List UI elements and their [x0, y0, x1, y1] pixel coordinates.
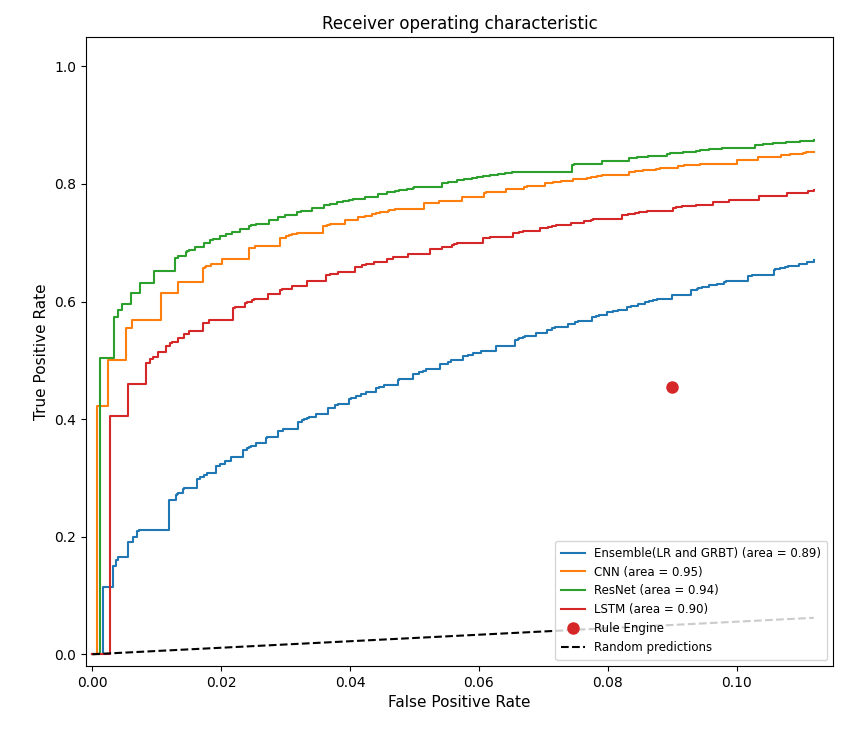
- CNN (area = 0.95): [643, 165, 654, 174]
- Line: ResNet (area = 0.94): ResNet (area = 0.94): [93, 140, 814, 654]
- Ensemble(LR and GRBT) (area = 0.89): [88, 650, 98, 659]
- LSTM (area = 0.90): [437, 245, 448, 254]
- Ensemble(LR and GRBT) (area = 0.89): [809, 256, 819, 265]
- LSTM (area = 0.90): [620, 211, 631, 220]
- ResNet (area = 0.94): [809, 135, 819, 144]
- LSTM (area = 0.90): [588, 215, 598, 224]
- ResNet (area = 0.94): [182, 246, 192, 255]
- CNN (area = 0.95): [809, 147, 819, 156]
- ResNet (area = 0.94): [190, 243, 200, 252]
- ResNet (area = 0.94): [332, 198, 342, 207]
- CNN (area = 0.95): [539, 182, 550, 191]
- LSTM (area = 0.90): [455, 238, 466, 247]
- CNN (area = 0.95): [630, 166, 640, 175]
- Ensemble(LR and GRBT) (area = 0.89): [251, 442, 261, 451]
- Line: LSTM (area = 0.90): LSTM (area = 0.90): [93, 190, 814, 654]
- Title: Receiver operating characteristic: Receiver operating characteristic: [321, 15, 598, 33]
- LSTM (area = 0.90): [332, 269, 343, 278]
- LSTM (area = 0.90): [809, 186, 819, 195]
- ResNet (area = 0.94): [275, 213, 285, 222]
- Y-axis label: True Positive Rate: True Positive Rate: [34, 283, 49, 420]
- Ensemble(LR and GRBT) (area = 0.89): [721, 277, 731, 286]
- LSTM (area = 0.90): [678, 202, 688, 211]
- LSTM (area = 0.90): [88, 650, 98, 659]
- ResNet (area = 0.94): [88, 650, 98, 659]
- CNN (area = 0.95): [758, 152, 768, 161]
- Ensemble(LR and GRBT) (area = 0.89): [602, 308, 612, 317]
- CNN (area = 0.95): [390, 206, 400, 215]
- Ensemble(LR and GRBT) (area = 0.89): [417, 366, 428, 375]
- Line: Ensemble(LR and GRBT) (area = 0.89): Ensemble(LR and GRBT) (area = 0.89): [93, 260, 814, 654]
- CNN (area = 0.95): [556, 177, 566, 186]
- CNN (area = 0.95): [88, 650, 98, 659]
- ResNet (area = 0.94): [94, 650, 105, 659]
- X-axis label: False Positive Rate: False Positive Rate: [388, 696, 531, 710]
- ResNet (area = 0.94): [375, 189, 386, 198]
- Legend: Ensemble(LR and GRBT) (area = 0.89), CNN (area = 0.95), ResNet (area = 0.94), LS: Ensemble(LR and GRBT) (area = 0.89), CNN…: [556, 541, 827, 660]
- Ensemble(LR and GRBT) (area = 0.89): [551, 323, 561, 332]
- Line: CNN (area = 0.95): CNN (area = 0.95): [93, 152, 814, 654]
- Ensemble(LR and GRBT) (area = 0.89): [667, 291, 678, 300]
